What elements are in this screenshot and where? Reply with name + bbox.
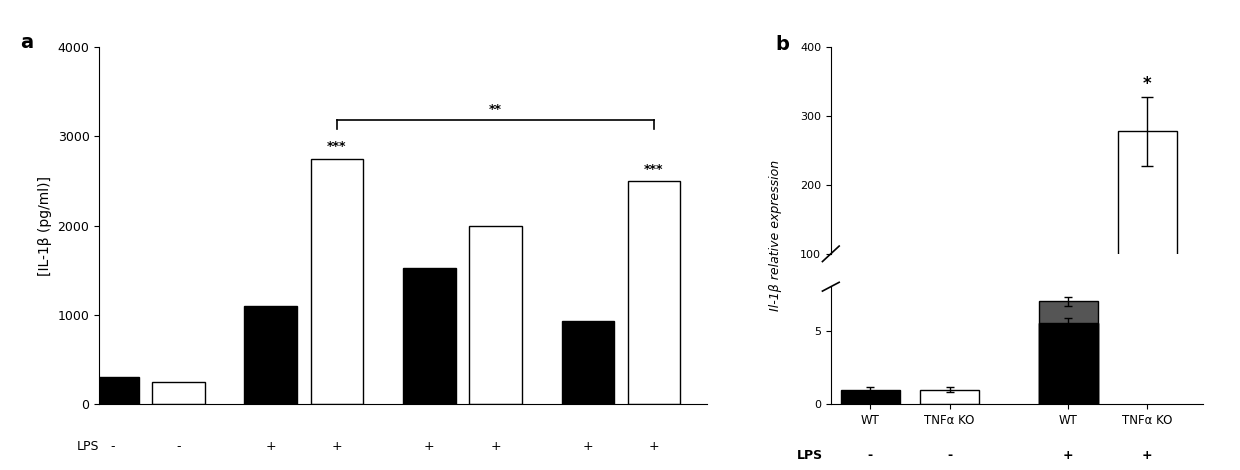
- Bar: [1039, 323, 1097, 404]
- Text: b: b: [775, 35, 789, 54]
- Bar: [244, 306, 298, 404]
- Bar: [1039, 323, 1097, 404]
- Bar: [469, 226, 522, 404]
- Text: +: +: [1142, 449, 1153, 462]
- Text: +: +: [649, 440, 660, 453]
- Text: ***: ***: [327, 140, 347, 153]
- Bar: [627, 181, 681, 404]
- Bar: [403, 268, 456, 404]
- Text: +: +: [583, 440, 593, 453]
- Bar: [562, 321, 614, 404]
- Text: LPS: LPS: [77, 440, 99, 453]
- Text: -: -: [868, 449, 873, 462]
- Bar: [1039, 301, 1097, 404]
- Text: +: +: [1063, 449, 1074, 462]
- Bar: [920, 390, 980, 404]
- Bar: [86, 377, 139, 404]
- Text: -: -: [110, 440, 114, 453]
- Text: +: +: [331, 440, 342, 453]
- Text: a: a: [20, 33, 33, 52]
- Text: LPS: LPS: [797, 449, 823, 462]
- Text: **: **: [489, 103, 502, 116]
- Text: -: -: [176, 440, 181, 453]
- Text: Il-1β relative expression: Il-1β relative expression: [769, 159, 781, 311]
- Text: ***: ***: [645, 163, 663, 176]
- Bar: [841, 390, 900, 404]
- Bar: [310, 159, 363, 404]
- Bar: [1117, 131, 1177, 323]
- Text: *: *: [1143, 75, 1152, 93]
- Text: +: +: [490, 440, 501, 453]
- Text: +: +: [265, 440, 277, 453]
- Text: +: +: [424, 440, 435, 453]
- Text: -: -: [947, 449, 952, 462]
- Y-axis label: [IL-1β (pg/ml)]: [IL-1β (pg/ml)]: [38, 176, 52, 275]
- Bar: [153, 382, 205, 404]
